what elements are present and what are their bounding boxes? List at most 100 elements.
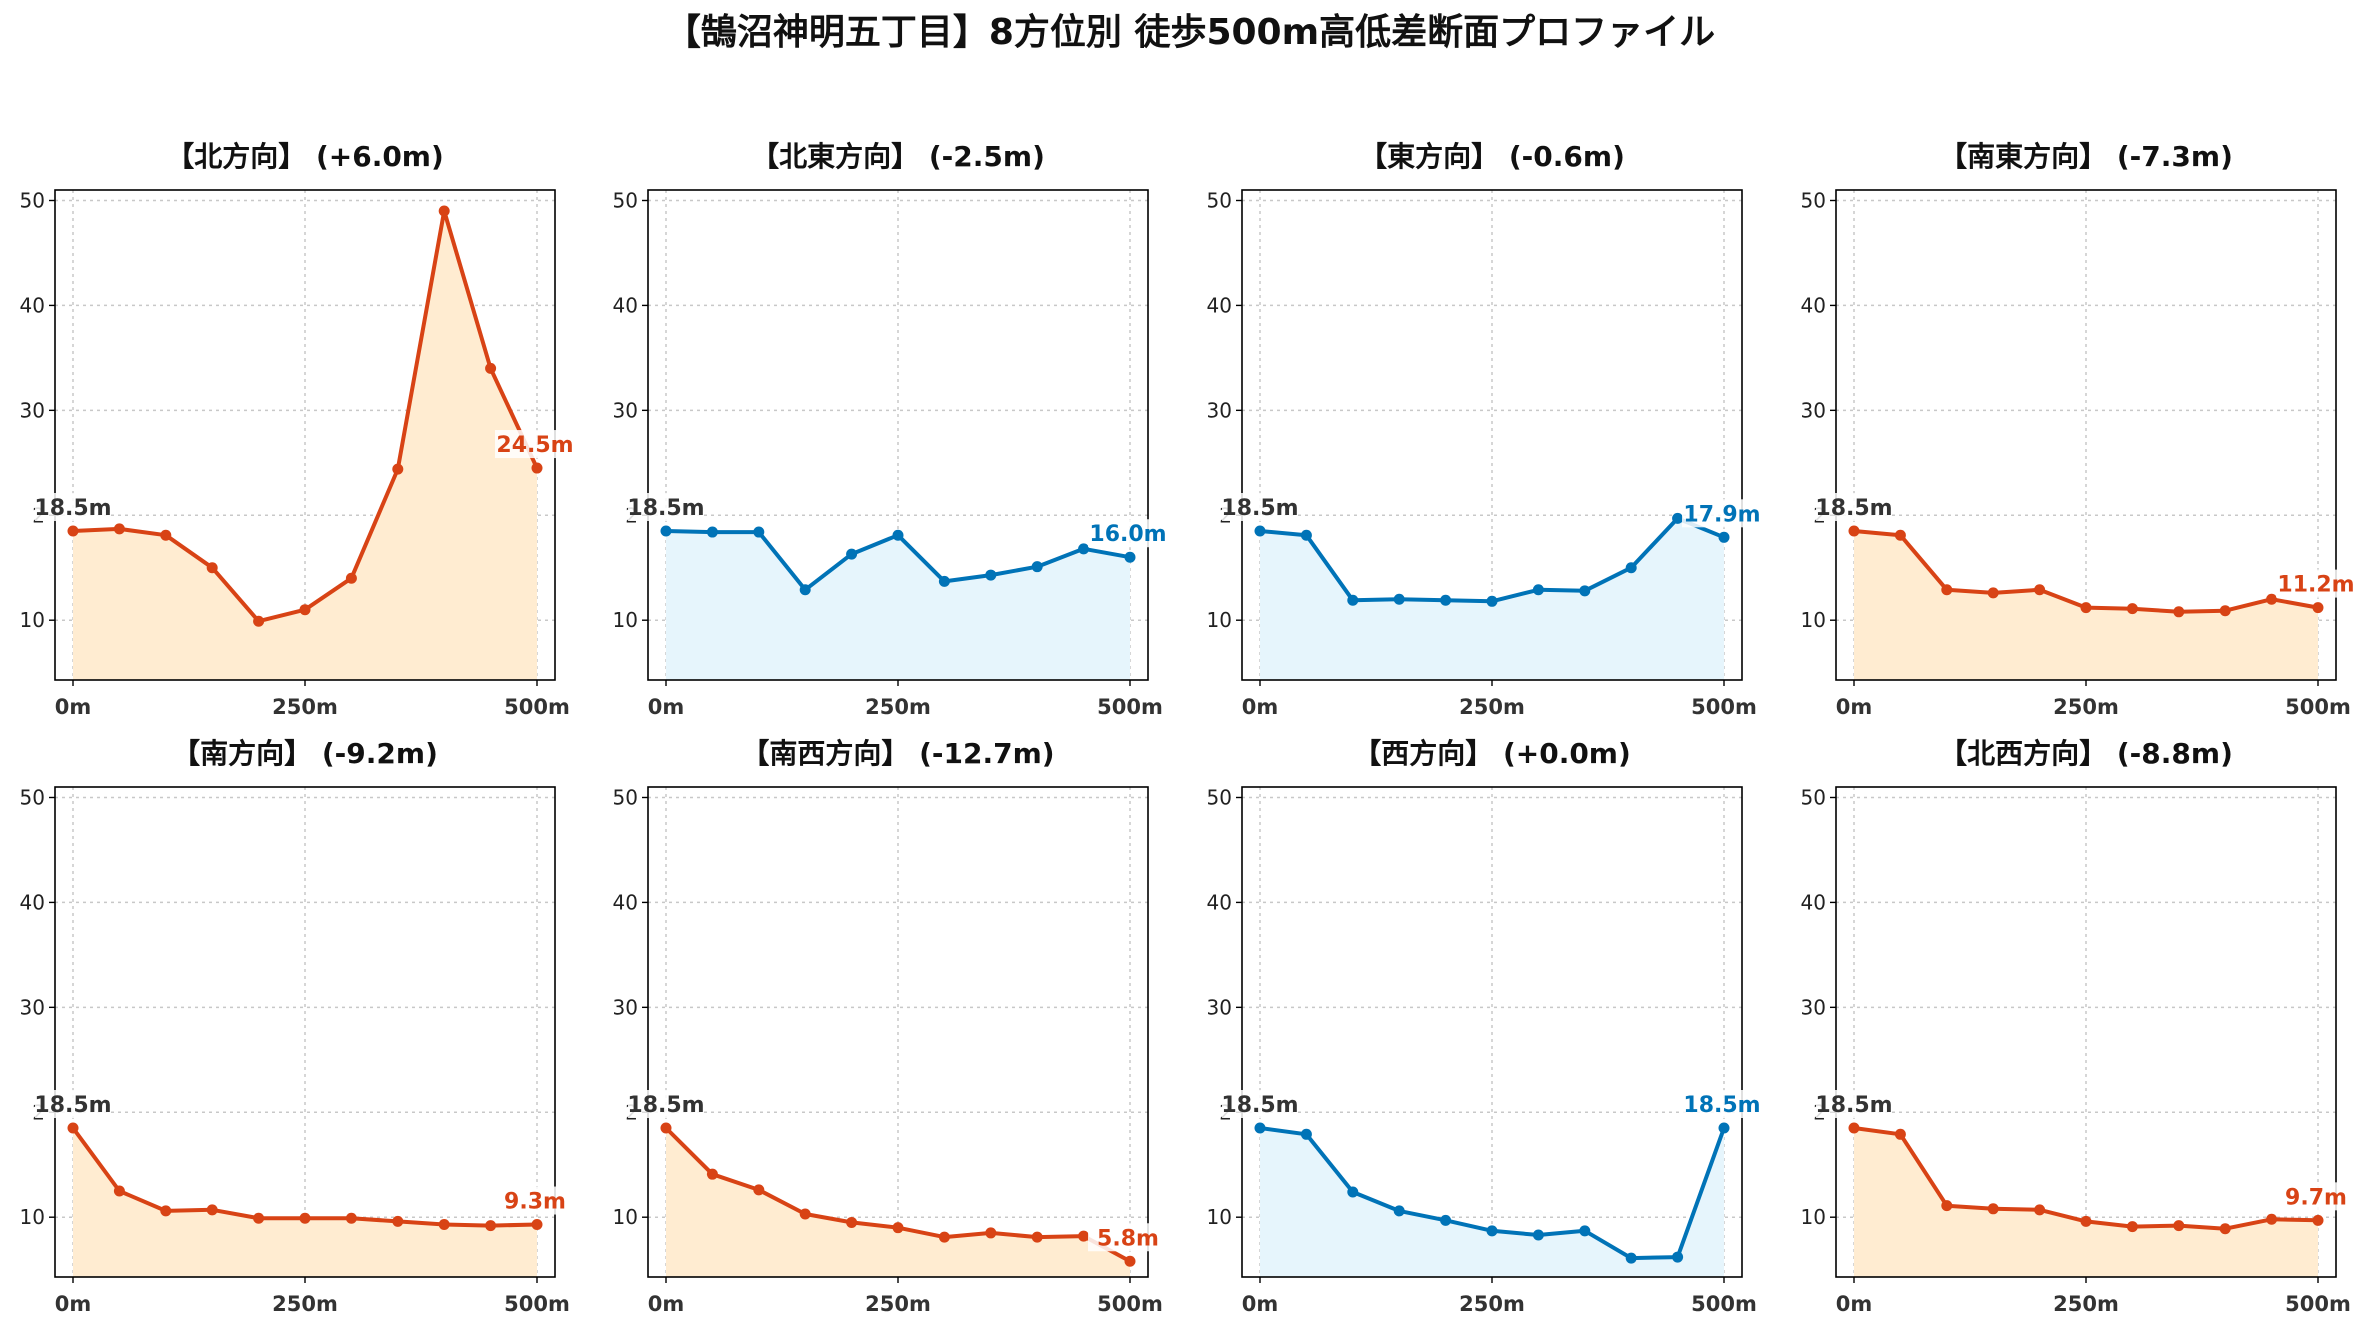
- ytick-label: 10: [613, 1205, 638, 1229]
- data-point: [1672, 1251, 1684, 1263]
- data-point: [345, 1212, 357, 1224]
- ytick-label: 50: [613, 188, 638, 212]
- data-point: [1718, 1122, 1730, 1134]
- ytick-label: 30: [20, 995, 45, 1019]
- ytick-label: 10: [20, 608, 45, 632]
- xtick-label: 500m: [2285, 695, 2351, 719]
- ytick-label: 50: [20, 188, 45, 212]
- data-point: [1031, 1231, 1043, 1243]
- data-point: [892, 1222, 904, 1234]
- xtick-label: 500m: [1691, 1292, 1757, 1316]
- xtick-label: 250m: [272, 695, 338, 719]
- data-point: [1393, 1205, 1405, 1217]
- data-point: [253, 1212, 265, 1224]
- start-value-label: 18.5m: [34, 496, 111, 521]
- data-point: [438, 205, 450, 217]
- data-point: [1941, 1200, 1953, 1212]
- data-point: [2266, 1213, 2278, 1225]
- end-value-label: 16.0m: [1089, 522, 1166, 547]
- panel-title: 【南東方向】 (-7.3m): [1939, 140, 2233, 173]
- ytick-label: 50: [1801, 785, 1826, 809]
- start-value-label: 18.5m: [1221, 1093, 1298, 1118]
- data-point: [1078, 543, 1090, 555]
- panel-4: 【南方向】 (-9.2m)1023040500m250m500m18.5m9.3…: [20, 737, 575, 1316]
- data-point: [985, 569, 997, 581]
- data-point: [160, 1205, 172, 1217]
- panel-title: 【南方向】 (-9.2m): [172, 737, 438, 770]
- xtick-label: 0m: [648, 695, 685, 719]
- data-point: [160, 529, 172, 541]
- xtick-label: 500m: [2285, 1292, 2351, 1316]
- ytick-label: 30: [1207, 398, 1232, 422]
- panel-5: 【南西方向】 (-12.7m)1023040500m250m500m18.5m5…: [613, 737, 1168, 1316]
- data-point: [113, 523, 125, 535]
- data-point: [985, 1227, 997, 1239]
- data-point: [2080, 1215, 2092, 1227]
- panel-3: 【南東方向】 (-7.3m)1023040500m250m500m18.5m11…: [1801, 140, 2356, 719]
- xtick-label: 250m: [865, 1292, 931, 1316]
- ytick-label: 30: [1801, 995, 1826, 1019]
- end-value-label: 24.5m: [496, 433, 573, 458]
- ytick-label: 40: [1801, 890, 1826, 914]
- panel-grid: 【北方向】 (+6.0m)1023040500m250m500m18.5m24.…: [20, 140, 2356, 1316]
- xtick-label: 0m: [1242, 695, 1279, 719]
- ytick-label: 40: [613, 293, 638, 317]
- data-point: [1894, 1128, 1906, 1140]
- data-point: [799, 584, 811, 596]
- panel-title: 【東方向】 (-0.6m): [1359, 140, 1625, 173]
- data-point: [938, 575, 950, 587]
- ytick-label: 10: [20, 1205, 45, 1229]
- data-point: [1987, 587, 1999, 599]
- panel-6: 【西方向】 (+0.0m)1023040500m250m500m18.5m18.…: [1207, 737, 1762, 1316]
- ytick-label: 40: [20, 890, 45, 914]
- ytick-label: 40: [1207, 890, 1232, 914]
- start-value-label: 18.5m: [1221, 496, 1298, 521]
- data-point: [753, 526, 765, 538]
- area-fill: [1260, 518, 1724, 680]
- panel-1: 【北東方向】 (-2.5m)1023040500m250m500m18.5m16…: [613, 140, 1168, 719]
- xtick-label: 500m: [504, 695, 570, 719]
- area-fill: [666, 1128, 1130, 1277]
- data-point: [392, 463, 404, 475]
- data-point: [892, 529, 904, 541]
- xtick-label: 0m: [648, 1292, 685, 1316]
- ytick-label: 10: [1801, 608, 1826, 632]
- data-point: [253, 615, 265, 627]
- end-label-bg: [1682, 1090, 1762, 1119]
- area-fill: [1260, 1128, 1724, 1277]
- panel-title: 【西方向】 (+0.0m): [1353, 737, 1631, 770]
- data-point: [1625, 562, 1637, 574]
- data-point: [660, 1122, 672, 1134]
- data-point: [1718, 531, 1730, 543]
- start-value-label: 18.5m: [34, 1093, 111, 1118]
- data-point: [1393, 593, 1405, 605]
- ytick-label: 40: [1207, 293, 1232, 317]
- data-point: [1579, 585, 1591, 597]
- xtick-label: 0m: [55, 695, 92, 719]
- start-value-label: 18.5m: [1815, 496, 1892, 521]
- start-label-bg: [1816, 493, 1892, 522]
- end-label-bg: [495, 1186, 575, 1215]
- data-point: [2126, 603, 2138, 615]
- panel-title: 【南西方向】 (-12.7m): [741, 737, 1054, 770]
- data-point: [799, 1208, 811, 1220]
- ytick-label: 40: [20, 293, 45, 317]
- data-point: [660, 525, 672, 537]
- start-label-bg: [35, 1090, 111, 1119]
- data-point: [206, 1204, 218, 1216]
- data-point: [1347, 1186, 1359, 1198]
- panel-title: 【北方向】 (+6.0m): [166, 140, 444, 173]
- data-point: [938, 1231, 950, 1243]
- data-point: [1532, 584, 1544, 596]
- data-point: [2080, 602, 2092, 614]
- panel-title: 【北西方向】 (-8.8m): [1939, 737, 2233, 770]
- ytick-label: 30: [613, 398, 638, 422]
- data-point: [392, 1215, 404, 1227]
- xtick-label: 500m: [1691, 695, 1757, 719]
- ytick-label: 50: [613, 785, 638, 809]
- end-value-label: 11.2m: [2277, 573, 2354, 598]
- ytick-label: 40: [1801, 293, 1826, 317]
- start-value-label: 18.5m: [627, 1093, 704, 1118]
- xtick-label: 250m: [1459, 695, 1525, 719]
